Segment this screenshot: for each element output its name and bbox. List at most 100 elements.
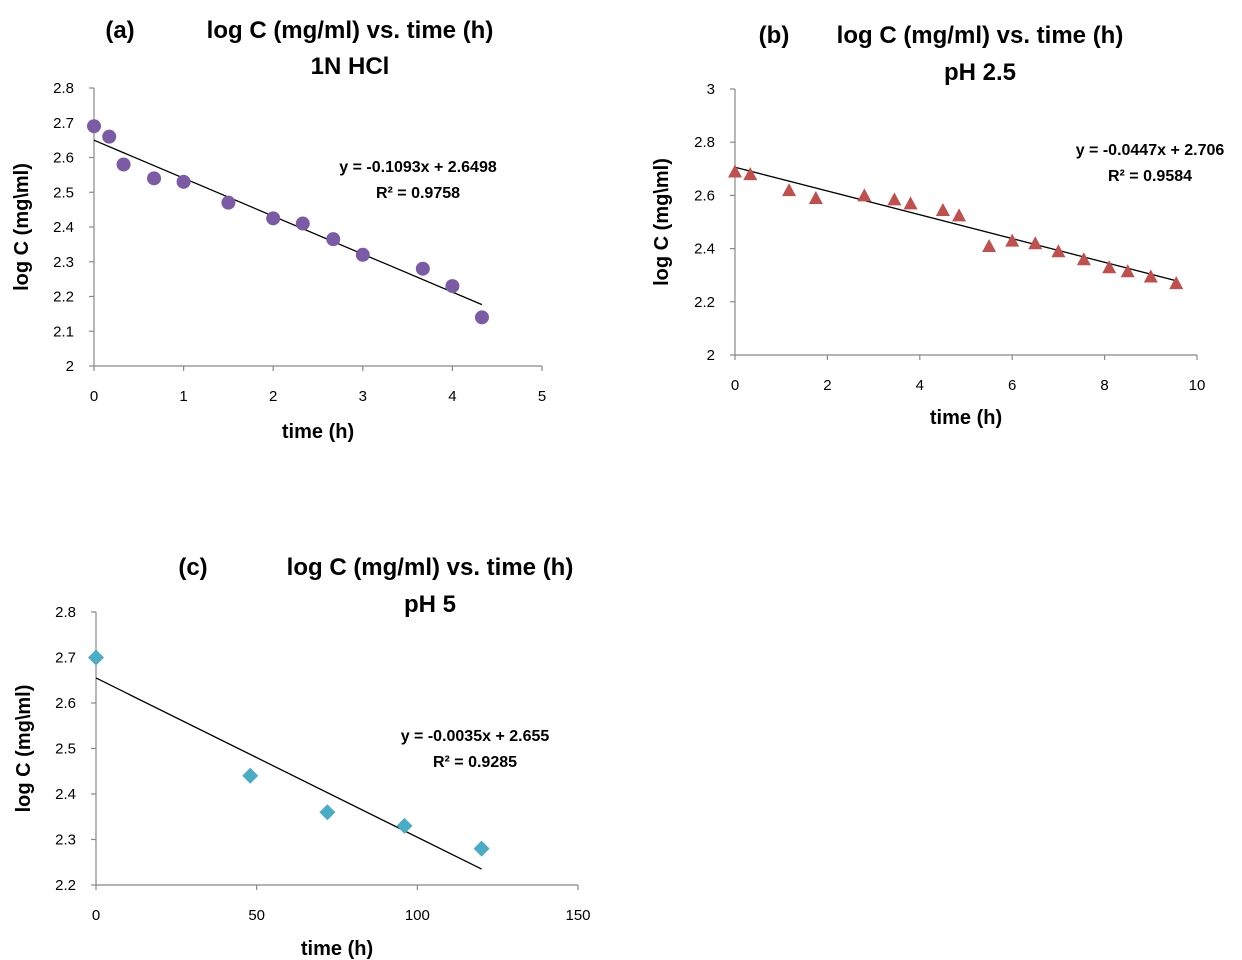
x-axis-label: time (h) — [301, 938, 373, 960]
data-point — [221, 195, 236, 210]
data-point — [982, 238, 997, 252]
data-point — [355, 247, 370, 262]
y-axis-label: log C (mg\ml) — [13, 685, 35, 813]
y-tick-label: 2.8 — [55, 604, 76, 621]
data-point — [728, 164, 742, 178]
y-tick-label: 2.7 — [55, 650, 76, 667]
x-tick-label: 4 — [916, 377, 924, 394]
data-point — [415, 261, 430, 276]
y-axis-label: log C (mg\ml) — [11, 163, 33, 291]
y-tick-label: 2.5 — [55, 741, 76, 758]
y-axis-label: log C (mg\ml) — [651, 158, 673, 286]
data-point — [1051, 244, 1066, 258]
chart-panel-a: (a) log C (mg/ml) vs. time (h) 1N HCl 2 2.1 2… — [11, 17, 546, 443]
x-tick-label: 0 — [731, 377, 739, 394]
x-tick-label: 2 — [823, 377, 831, 394]
data-point — [176, 174, 191, 189]
x-tick-label: 10 — [1189, 377, 1206, 394]
x-tick-label: 0 — [90, 388, 98, 405]
chart-subtitle: pH 5 — [404, 591, 456, 618]
data-point — [808, 191, 823, 205]
data-point — [1102, 260, 1117, 274]
y-tick-label: 2.6 — [55, 695, 76, 712]
chart-panel-b: (b) log C (mg/ml) vs. time (h) pH 2.5 2 2.2 2… — [651, 22, 1224, 429]
x-tick-label: 4 — [448, 388, 456, 405]
data-point — [266, 211, 281, 226]
r-squared-label: R² = 0.9285 — [433, 754, 517, 771]
chart-title: log C (mg/ml) vs. time (h) — [287, 554, 574, 581]
data-point — [857, 188, 872, 202]
x-tick-label: 5 — [538, 388, 546, 405]
x-tick-label: 3 — [359, 388, 367, 405]
trendline — [93, 139, 483, 306]
data-point — [903, 196, 918, 210]
data-point — [952, 208, 967, 222]
data-point — [935, 203, 950, 217]
y-tick-label: 2.7 — [53, 115, 74, 132]
data-point — [473, 840, 490, 857]
y-tick-label: 2.6 — [694, 187, 715, 204]
y-tick-label: 2.8 — [694, 134, 715, 151]
panel-label: (c) — [178, 554, 207, 581]
r-squared-label: R² = 0.9584 — [1108, 168, 1192, 185]
y-tick-label: 2.4 — [53, 219, 74, 236]
y-tick-label: 2.3 — [55, 832, 76, 849]
y-tick-label: 2.8 — [53, 80, 74, 97]
data-point — [319, 804, 336, 821]
chart-title: log C (mg/ml) vs. time (h) — [207, 17, 494, 44]
chart-title: log C (mg/ml) vs. time (h) — [837, 22, 1124, 49]
y-tick-label: 2.2 — [53, 289, 74, 306]
x-tick-label: 50 — [248, 907, 265, 924]
trendline — [734, 166, 1177, 282]
y-tick-label: 2.2 — [694, 294, 715, 311]
x-axis-label: time (h) — [282, 421, 354, 443]
data-point — [396, 817, 413, 834]
r-squared-label: R² = 0.9758 — [376, 185, 460, 202]
data-point — [1143, 269, 1158, 283]
data-point — [887, 192, 902, 206]
y-tick-label: 2.4 — [694, 241, 715, 258]
y-tick-label: 2.5 — [53, 184, 74, 201]
data-point — [102, 129, 117, 144]
y-tick-label: 3 — [707, 81, 715, 98]
x-tick-label: 6 — [1008, 377, 1016, 394]
data-point — [295, 216, 310, 231]
x-tick-label: 8 — [1100, 377, 1108, 394]
chart-panel-c: (c) log C (mg/ml) vs. time (h) pH 5 2.2 2.3 2… — [13, 554, 591, 960]
x-tick-label: 100 — [405, 907, 430, 924]
y-tick-label: 2.4 — [55, 786, 76, 803]
chart-subtitle: 1N HCl — [311, 53, 390, 80]
y-tick-label: 2 — [66, 358, 74, 375]
data-point — [1028, 236, 1043, 250]
data-point — [147, 171, 162, 186]
panel-label: (b) — [759, 22, 790, 49]
x-tick-label: 1 — [179, 388, 187, 405]
data-point — [1169, 276, 1184, 290]
x-axis-label: time (h) — [930, 407, 1002, 429]
x-tick-label: 0 — [92, 907, 100, 924]
trendline — [95, 677, 482, 870]
y-tick-label: 2.1 — [53, 323, 74, 340]
y-tick-label: 2 — [707, 347, 715, 364]
chart-subtitle: pH 2.5 — [944, 59, 1016, 86]
x-tick-label: 150 — [565, 907, 590, 924]
data-point — [1005, 233, 1020, 247]
data-point — [242, 767, 259, 784]
data-point — [87, 119, 101, 134]
x-tick-label: 2 — [269, 388, 277, 405]
y-tick-label: 2.2 — [55, 877, 76, 894]
trendline-equation: y = -0.1093x + 2.6498 — [339, 159, 497, 176]
data-point — [116, 157, 131, 172]
y-tick-label: 2.6 — [53, 150, 74, 167]
trendline-equation: y = -0.0447x + 2.706 — [1076, 142, 1225, 159]
data-point — [88, 649, 104, 666]
data-point — [1076, 252, 1091, 266]
data-point — [326, 232, 341, 247]
data-point — [445, 279, 460, 294]
data-point — [743, 167, 758, 181]
data-point — [1120, 264, 1135, 278]
trendline-equation: y = -0.0035x + 2.655 — [401, 728, 550, 745]
data-point — [782, 183, 797, 197]
data-point — [474, 310, 489, 325]
